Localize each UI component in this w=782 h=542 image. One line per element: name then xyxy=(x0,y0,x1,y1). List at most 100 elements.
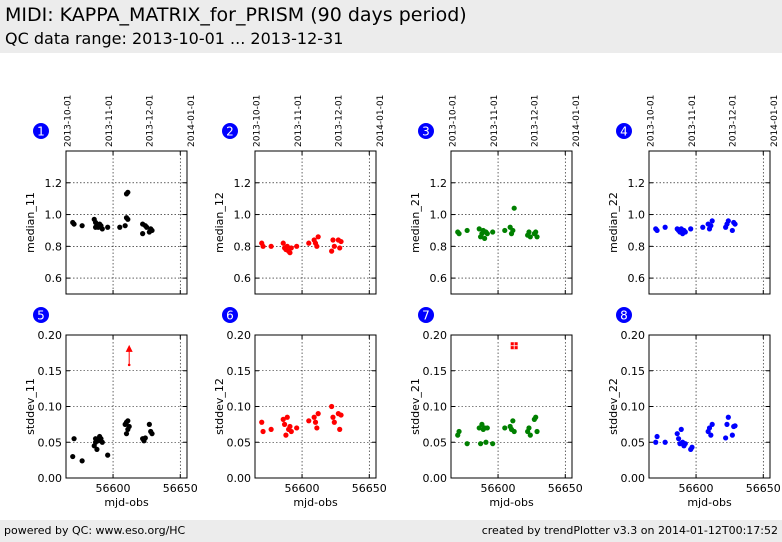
panel-5-data-point xyxy=(105,452,111,458)
panel-4-date-tick-label: 2014-01-01 xyxy=(770,95,780,147)
panel-2-data-point xyxy=(287,250,293,256)
panel-2-ytick-label: 1.2 xyxy=(234,177,252,190)
panel-5-ytick-label: 0.20 xyxy=(38,329,63,342)
header-bar: MIDI: KAPPA_MATRIX_for_PRISM (90 days pe… xyxy=(0,0,782,53)
panel-2-data-point xyxy=(330,237,336,243)
panel-6-ytick-label: 0.05 xyxy=(227,436,252,449)
panel-5-data-point xyxy=(123,431,130,437)
panel-3-data-point xyxy=(482,235,488,241)
panel-5-ytick-label: 0.00 xyxy=(38,472,63,485)
panel-1-data-point xyxy=(144,224,150,230)
panel-1-ylabel: median_11 xyxy=(24,192,37,253)
panel-2-data-point xyxy=(338,238,344,245)
panel-4-data-point xyxy=(682,229,688,235)
panel-4-date-tick-label: 2013-10-01 xyxy=(646,95,656,147)
panel-8-ylabel: stddev_22 xyxy=(607,378,620,435)
panel-8-xtick-label: 56600 xyxy=(679,482,714,495)
panel-2-number-badge xyxy=(222,123,238,139)
panel-2-date-tick-label: 2014-01-01 xyxy=(376,95,386,147)
panel-8-ytick-label: 0.00 xyxy=(621,472,646,485)
panel-5-ytick-label: 0.15 xyxy=(38,365,63,378)
panel-6-ytick-label: 0.00 xyxy=(227,472,252,485)
panel-8-data-point xyxy=(654,433,660,440)
panel-6-xtick-label: 56650 xyxy=(352,482,387,495)
panel-1-data-point xyxy=(99,226,105,232)
panel-1-data-point xyxy=(125,216,131,222)
panel-5-outlier-arrow xyxy=(125,344,133,352)
page-subtitle: QC data range: 2013-10-01 ... 2013-12-31 xyxy=(5,29,344,48)
panel-7-ytick-label: 0.05 xyxy=(423,436,448,449)
panel-3-ytick-label: 1.0 xyxy=(430,209,448,222)
panel-6-data-point xyxy=(329,403,335,410)
panel-3-data-point xyxy=(484,231,490,237)
panel-4-data-point xyxy=(732,221,738,227)
panel-1-data-point xyxy=(125,189,131,195)
panel-3-data-point xyxy=(476,226,482,232)
panel-1-ytick-label: 1.2 xyxy=(45,177,63,190)
panel-8-ytick-label: 0.15 xyxy=(621,365,646,378)
panel-2-date-tick-label: 2013-12-01 xyxy=(334,95,344,147)
panel-7-data-point xyxy=(510,418,516,424)
panel-4-data-point xyxy=(654,227,660,234)
panel-2-frame xyxy=(254,150,377,295)
panel-5-data-point xyxy=(94,446,100,452)
panel-1-number-badge xyxy=(33,123,49,139)
panel-4-data-point xyxy=(708,223,714,229)
footer-created-by: created by trendPlotter v3.3 on 2014-01-… xyxy=(481,524,778,537)
panel-6-data-point xyxy=(314,425,320,431)
panel-7-data-point xyxy=(483,439,489,445)
panel-2-data-point xyxy=(280,240,286,246)
panel-8-ytick-label: 0.10 xyxy=(621,401,646,414)
panel-5-data-point xyxy=(126,423,132,430)
panel-8-ytick-label: 0.20 xyxy=(621,329,646,342)
panel-4-ytick-label: 0.8 xyxy=(628,240,646,253)
panel-7-data-point xyxy=(526,425,532,431)
panel-1-date-tick-label: 2013-12-01 xyxy=(145,95,155,147)
panel-3-number-badge xyxy=(418,123,434,139)
panel-7-data-point xyxy=(476,425,482,431)
panel-7-xlabel: mjd-obs xyxy=(489,496,534,509)
panel-6-data-point xyxy=(338,412,344,418)
panel-7-data-point xyxy=(456,428,462,435)
panel-4-data-point xyxy=(662,224,668,230)
panel-3-data-point xyxy=(534,234,540,240)
panel-5-number-label: 5 xyxy=(37,309,45,323)
panel-1-data-point xyxy=(140,231,146,237)
panel-7-data-point xyxy=(477,441,484,447)
panel-1-data-point xyxy=(117,224,123,230)
panel-8-data-point xyxy=(729,432,735,438)
panel-1-date-tick-label: 2014-01-01 xyxy=(187,95,197,147)
panel-6-data-point xyxy=(268,426,274,432)
panel-7-data-point xyxy=(479,421,485,427)
panel-8-number-label: 8 xyxy=(620,309,628,323)
panel-8-data-point xyxy=(724,421,730,427)
panel-2-ytick-label: 1.0 xyxy=(234,209,252,222)
panel-8-data-point xyxy=(708,432,714,438)
panel-3-data-point xyxy=(533,229,539,235)
panel-5-data-point xyxy=(71,436,77,442)
panel-8-data-point xyxy=(674,431,680,437)
panel-7-data-point xyxy=(533,414,539,420)
panel-3-data-point xyxy=(464,227,470,234)
panel-5-data-point xyxy=(149,431,155,437)
panel-4-ytick-label: 1.0 xyxy=(628,209,646,222)
panel-3-date-tick-label: 2014-01-01 xyxy=(572,95,582,147)
panel-7-xtick-label: 56650 xyxy=(548,482,583,495)
panel-7-data-point xyxy=(511,428,517,435)
page-title: MIDI: KAPPA_MATRIX_for_PRISM (90 days pe… xyxy=(5,4,467,26)
panel-2-data-point xyxy=(294,243,300,249)
panel-2-data-point xyxy=(314,243,320,249)
panel-4-data-point xyxy=(688,226,694,232)
panel-3-data-point xyxy=(490,229,496,235)
panel-8-data-point xyxy=(675,436,682,442)
panel-6-ytick-label: 0.10 xyxy=(227,401,252,414)
panel-8-data-point xyxy=(689,444,695,450)
panel-2-data-point xyxy=(315,234,321,240)
panel-8-data-point xyxy=(706,425,713,431)
panel-3-date-tick-label: 2013-12-01 xyxy=(530,95,540,147)
panel-3-ytick-label: 0.8 xyxy=(430,240,448,253)
panel-6-data-point xyxy=(306,418,312,424)
panel-7-number-badge xyxy=(418,307,434,323)
panel-5-outlier-point xyxy=(127,363,131,367)
